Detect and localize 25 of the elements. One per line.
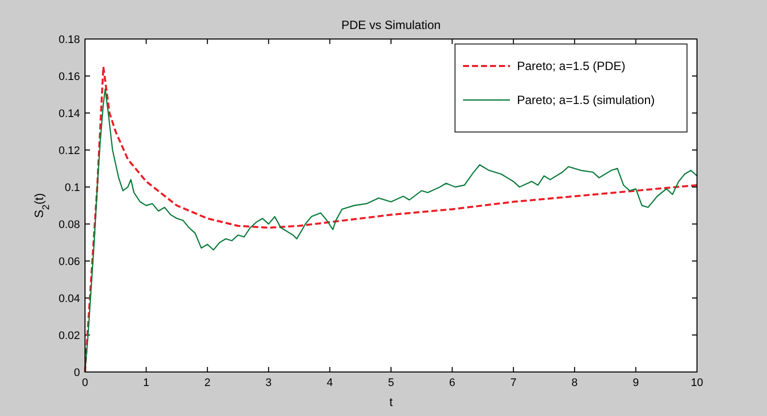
legend-label: Pareto; a=1.5 (PDE) [517,59,626,73]
chart-title: PDE vs Simulation [341,18,441,32]
x-axis-title: t [389,395,394,409]
y-tick-label: 0.1 [64,182,80,194]
legend-label: Pareto; a=1.5 (simulation) [517,93,655,107]
y-tick-label: 0 [74,367,80,379]
y-tick-label: 0.18 [58,34,80,46]
x-tick-label: 4 [326,377,333,389]
x-tick-label: 3 [266,377,272,389]
x-tick-label: 9 [632,377,639,389]
y-tick-label: 0.12 [58,145,80,157]
x-tick-label: 6 [449,377,456,389]
x-tick-label: 5 [388,377,394,389]
x-tick-label: 1 [143,377,150,389]
y-tick-label: 0.14 [58,108,80,120]
x-tick-label: 10 [690,377,704,389]
y-tick-label: 0.08 [58,219,80,231]
x-tick-label: 7 [510,377,516,389]
x-tick-label: 2 [204,377,210,389]
y-tick-label: 0.06 [58,256,80,268]
x-tick-label: 8 [572,377,578,389]
y-tick-label: 0.02 [58,330,80,342]
y-tick-label: 0.16 [58,71,80,83]
x-tick-label: 0 [82,377,88,389]
y-tick-label: 0.04 [58,293,80,305]
